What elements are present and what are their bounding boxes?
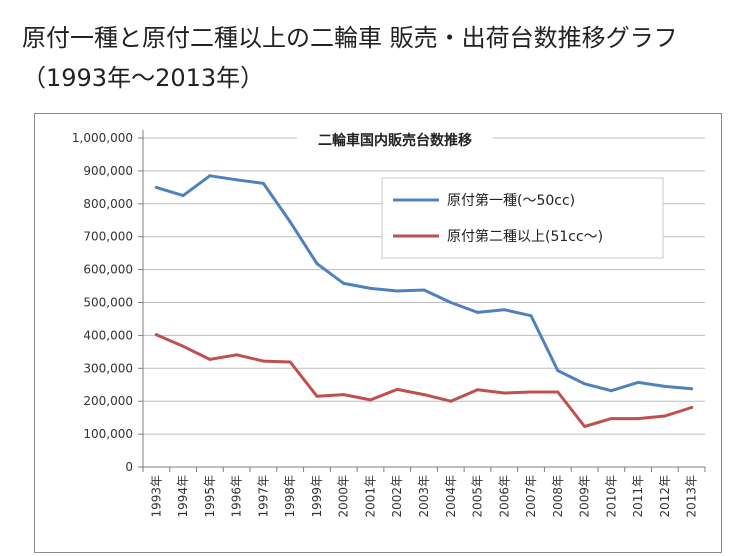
x-tick-label: 2008年 <box>551 475 565 518</box>
data-point-series-2 <box>476 388 479 392</box>
x-tick-label: 2010年 <box>604 475 618 518</box>
page-title: 原付一種と原付二種以上の二輪車 販売・出荷台数推移グラフ（1993年〜2013年… <box>22 24 678 92</box>
y-axis-ticks: 0 100,000 200,000 300,000 400,000 500,000 600,… <box>72 131 143 474</box>
data-point-series-1 <box>261 181 265 185</box>
data-point-series-1 <box>529 314 533 318</box>
y-tick-label: 600,000 <box>83 263 133 277</box>
y-tick-label: 800,000 <box>83 197 133 211</box>
x-tick-label: 2013年 <box>685 475 699 518</box>
x-tick-label: 2000年 <box>337 475 351 518</box>
y-tick-label: 500,000 <box>83 296 133 310</box>
y-tick-label: 1,000,000 <box>72 131 133 145</box>
x-tick-label: 1994年 <box>176 475 190 518</box>
series-line-2 <box>154 333 694 428</box>
data-point-series-2 <box>529 390 533 394</box>
data-point-series-1 <box>369 286 372 290</box>
legend-label-series-2: 原付第二種以上(51cc〜) <box>447 228 603 245</box>
data-point-series-2 <box>663 414 667 418</box>
data-point-series-2 <box>556 390 560 394</box>
data-point-series-2 <box>288 360 292 364</box>
data-point-series-1 <box>315 262 319 266</box>
data-point-series-2 <box>636 417 640 421</box>
x-tick-label: 2005年 <box>471 475 485 518</box>
data-point-series-1 <box>342 281 346 285</box>
y-tick-label: 0 <box>125 460 133 474</box>
data-point-series-1 <box>502 308 506 312</box>
chart-frame: 0 100,000 200,000 300,000 400,000 500,000 600,… <box>34 113 722 553</box>
data-point-series-2 <box>315 394 319 398</box>
y-tick-label: 300,000 <box>83 361 133 375</box>
x-tick-label: 2004年 <box>444 475 458 518</box>
x-tick-label: 2007年 <box>524 475 538 518</box>
data-point-series-2 <box>422 393 426 397</box>
data-point-series-2 <box>583 425 587 428</box>
data-point-series-1 <box>208 174 212 178</box>
data-point-series-2 <box>449 399 453 403</box>
data-point-series-2 <box>502 391 506 395</box>
x-tick-label: 1999年 <box>310 475 324 518</box>
y-tick-label: 400,000 <box>83 328 133 342</box>
legend-label-series-1: 原付第一種(〜50cc) <box>447 192 575 209</box>
data-point-series-1 <box>476 310 479 314</box>
data-point-series-1 <box>395 289 399 293</box>
x-tick-label: 1995年 <box>203 475 217 518</box>
data-point-series-1 <box>181 194 185 198</box>
y-tick-label: 100,000 <box>83 427 133 441</box>
chart-title: 二輪車国内販売台数推移 <box>318 132 472 149</box>
y-tick-label: 200,000 <box>83 394 133 408</box>
legend-box <box>381 177 664 259</box>
data-point-series-1 <box>422 288 426 292</box>
grid-lines <box>143 137 705 435</box>
x-axis-ticks: 1993年 1994年 1995年 1996年 1997年 1998年 1999年 2000年… <box>142 467 706 518</box>
data-point-series-1 <box>235 178 239 182</box>
data-point-series-1 <box>154 185 158 189</box>
x-tick-label: 2011年 <box>631 475 645 518</box>
data-point-series-2 <box>235 353 239 357</box>
data-point-series-2 <box>208 357 212 361</box>
x-tick-label: 1997年 <box>256 475 270 518</box>
data-point-series-2 <box>342 393 346 397</box>
axes <box>142 130 705 468</box>
data-point-series-2 <box>369 398 372 402</box>
y-tick-label: 700,000 <box>83 230 133 244</box>
x-tick-label: 1996年 <box>230 475 244 518</box>
chart-title-background <box>297 126 493 154</box>
x-tick-label: 2009年 <box>578 475 592 518</box>
data-point-series-1 <box>690 387 694 391</box>
line-chart: 0 100,000 200,000 300,000 400,000 500,000 600,… <box>72 126 706 518</box>
data-point-series-2 <box>690 406 694 409</box>
x-tick-label: 1993年 <box>149 475 163 518</box>
x-tick-label: 2003年 <box>417 475 431 518</box>
data-point-series-2 <box>181 344 185 348</box>
data-point-series-1 <box>663 384 667 388</box>
data-point-series-1 <box>636 380 640 384</box>
x-tick-label: 2001年 <box>363 475 377 518</box>
x-tick-label: 2006年 <box>497 475 511 518</box>
x-tick-label: 2012年 <box>658 475 672 518</box>
series-lines <box>154 174 694 428</box>
legend: 原付第一種(〜50cc) 原付第二種以上(51cc〜) <box>381 177 664 259</box>
data-point-series-1 <box>449 301 453 304</box>
data-point-series-2 <box>395 387 399 391</box>
data-point-series-1 <box>609 389 613 393</box>
data-point-series-1 <box>583 382 587 386</box>
x-tick-label: 2002年 <box>390 475 404 518</box>
y-tick-label: 900,000 <box>83 164 133 178</box>
x-tick-label: 1998年 <box>283 475 297 518</box>
data-point-series-2 <box>261 359 265 363</box>
data-point-series-1 <box>288 220 292 224</box>
data-point-series-2 <box>154 333 158 337</box>
data-point-series-1 <box>556 369 560 373</box>
data-point-series-2 <box>609 417 613 421</box>
